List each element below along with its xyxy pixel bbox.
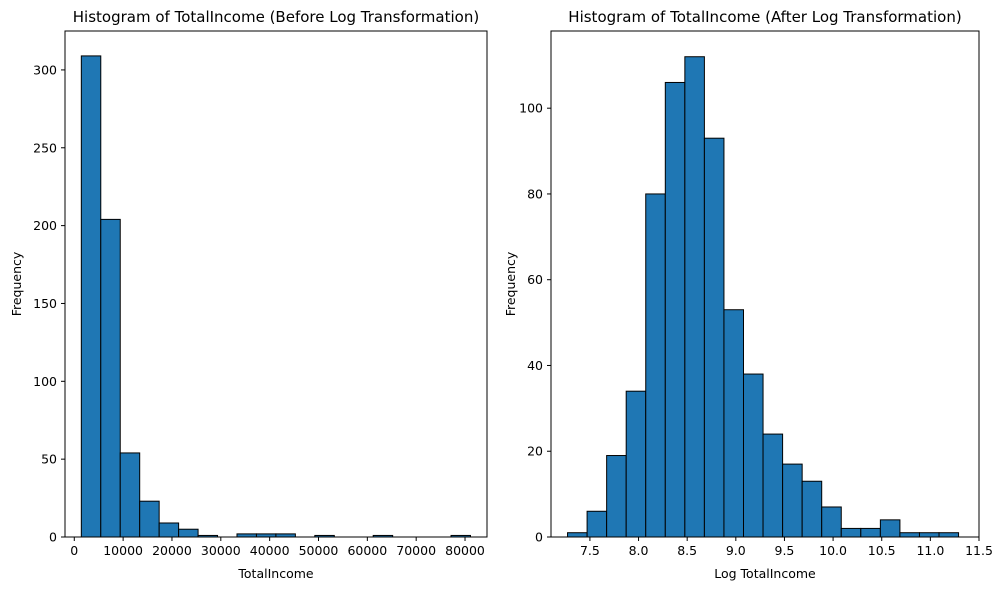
plot-frame-after (550, 30, 980, 538)
histogram-bar-after-9 (743, 373, 764, 538)
histogram-bar-after-13 (821, 506, 842, 538)
histogram-bar-before-5 (178, 528, 199, 538)
y-tick-label-before-2: 100 (33, 374, 57, 389)
ticks-before: 0 10000 20000 30000 40000 50000 60000 70000 8000… (33, 62, 485, 558)
histogram-bar-before-2 (119, 452, 141, 538)
chart-title-before: Histogram of TotalIncome (Before Log Tra… (73, 8, 479, 26)
x-tick-label-after-2: 8.5 (677, 543, 697, 558)
plot-frame-before (64, 30, 488, 538)
x-tick-label-after-8: 11.5 (965, 543, 993, 558)
histogram-bar-before-4 (158, 522, 180, 538)
y-tick-label-after-1: 20 (527, 444, 543, 459)
histogram-bar-before-3 (139, 500, 160, 538)
y-tick-label-before-5: 250 (33, 140, 57, 155)
x-axis-label-before: TotalIncome (237, 566, 313, 581)
histogram-bar-after-15 (860, 527, 881, 538)
y-axis-label-after: Frequency (503, 251, 518, 316)
histogram-bar-after-0 (567, 532, 588, 538)
x-tick-label-before-4: 40000 (250, 543, 290, 558)
bars-before (80, 55, 472, 538)
histogram-bar-after-17 (899, 532, 920, 538)
histogram-bar-after-16 (879, 519, 901, 538)
x-tick-label-before-1: 10000 (103, 543, 143, 558)
x-tick-label-before-6: 60000 (347, 543, 387, 558)
histogram-bar-after-4 (645, 193, 666, 538)
histogram-bar-after-2 (606, 455, 627, 538)
histogram-bar-after-14 (840, 527, 862, 538)
y-tick-label-after-3: 60 (527, 272, 543, 287)
x-tick-label-before-7: 70000 (396, 543, 436, 558)
histogram-before-log-panel: Histogram of TotalIncome (Before Log Tra… (9, 8, 488, 581)
histogram-bar-after-3 (625, 390, 647, 538)
y-tick-label-before-4: 200 (33, 218, 57, 233)
x-tick-label-after-7: 11.0 (916, 543, 944, 558)
x-tick-label-after-1: 8.0 (629, 543, 649, 558)
histogram-bar-after-8 (723, 309, 745, 538)
histogram-bar-after-11 (782, 463, 803, 538)
histogram-bar-after-18 (918, 532, 940, 538)
bars-after (567, 56, 960, 538)
y-tick-label-before-6: 300 (33, 62, 57, 77)
histogram-bar-before-0 (80, 55, 102, 538)
chart-title-after: Histogram of TotalIncome (After Log Tran… (568, 8, 961, 26)
x-tick-label-after-6: 10.5 (868, 543, 896, 558)
histogram-bar-after-12 (801, 480, 823, 538)
x-tick-label-after-5: 10.0 (819, 543, 847, 558)
ticks-after: 7.5 8.0 8.5 9.0 9.5 10.0 10.5 11.0 11.5 0 20 40 60 80… (519, 101, 993, 558)
histogram-bar-after-19 (938, 532, 960, 538)
histogram-bar-after-10 (762, 433, 784, 538)
histogram-bar-after-7 (703, 137, 725, 538)
y-axis-label-before: Frequency (9, 251, 24, 316)
histogram-bar-after-5 (664, 81, 686, 538)
y-tick-label-after-2: 40 (527, 358, 543, 373)
histogram-bar-after-1 (586, 510, 608, 538)
y-tick-label-before-3: 150 (33, 296, 57, 311)
x-tick-label-after-3: 9.0 (726, 543, 746, 558)
y-tick-label-after-4: 80 (527, 186, 543, 201)
y-tick-label-after-5: 100 (519, 101, 543, 116)
x-tick-label-after-0: 7.5 (580, 543, 600, 558)
x-tick-label-after-4: 9.5 (775, 543, 795, 558)
y-tick-label-before-0: 0 (49, 530, 57, 545)
y-tick-label-before-1: 50 (41, 452, 57, 467)
x-tick-label-before-5: 50000 (299, 543, 339, 558)
histogram-bar-after-6 (684, 56, 705, 538)
x-tick-label-before-2: 20000 (152, 543, 192, 558)
x-axis-label-after: Log TotalIncome (714, 566, 816, 581)
x-tick-label-before-8: 80000 (445, 543, 485, 558)
histogram-bar-before-1 (100, 218, 121, 538)
x-tick-label-before-0: 0 (70, 543, 78, 558)
x-tick-label-before-3: 30000 (201, 543, 241, 558)
y-tick-label-after-0: 0 (535, 530, 543, 545)
histogram-after-log-panel: Histogram of TotalIncome (After Log Tran… (503, 8, 993, 581)
